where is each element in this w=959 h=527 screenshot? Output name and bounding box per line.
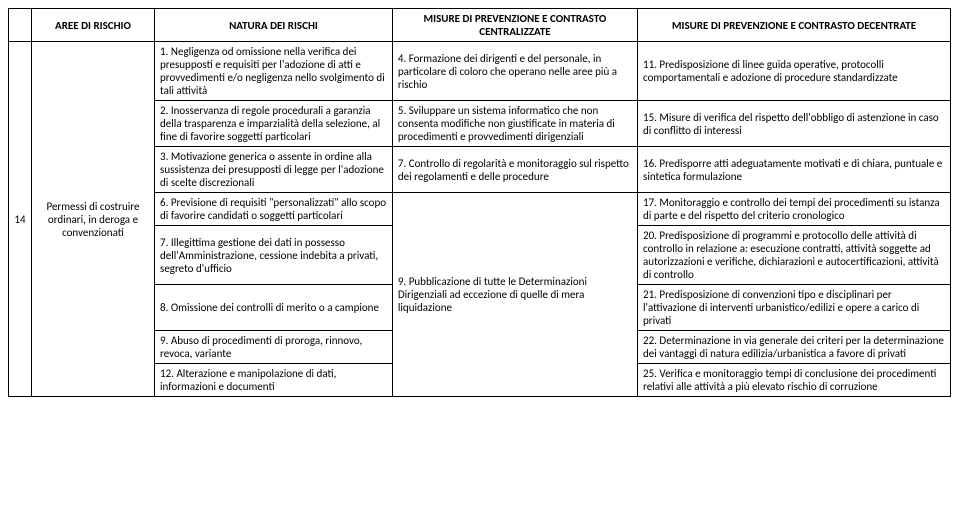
decent-cell: 11. Predisposizione di linee guida opera…	[638, 42, 951, 101]
natura-cell: 2. Inosservanza di regole procedurali a …	[155, 101, 393, 147]
natura-cell: 12. Alterazione e manipolazione di dati,…	[155, 364, 393, 397]
central-cell: 4. Formazione dei dirigenti e del person…	[392, 42, 637, 101]
header-aree: AREE DI RISCHIO	[31, 9, 154, 42]
central-cell: 9. Pubblicazione di tutte le Determinazi…	[392, 193, 637, 397]
decent-cell: 15. Misure di verifica del rispetto dell…	[638, 101, 951, 147]
natura-cell: 3. Motivazione generica o assente in ord…	[155, 147, 393, 193]
natura-cell: 9. Abuso di procedimenti di proroga, rin…	[155, 331, 393, 364]
header-empty	[9, 9, 32, 42]
natura-cell: 8. Omissione dei controlli di merito o a…	[155, 285, 393, 331]
central-cell: 5. Sviluppare un sistema informatico che…	[392, 101, 637, 147]
decent-cell: 20. Predisposizione di programmi e proto…	[638, 226, 951, 285]
row-number: 14	[9, 42, 32, 397]
header-decent: MISURE DI PREVENZIONE E CONTRASTO DECENT…	[638, 9, 951, 42]
decent-cell: 16. Predisporre atti adeguatamente motiv…	[638, 147, 951, 193]
natura-cell: 6. Previsione di requisiti "personalizza…	[155, 193, 393, 226]
decent-cell: 22. Determinazione in via generale dei c…	[638, 331, 951, 364]
header-row: AREE DI RISCHIO NATURA DEI RISCHI MISURE…	[9, 9, 951, 42]
table-row: 14 Permessi di costruire ordinari, in de…	[9, 42, 951, 101]
header-central: MISURE DI PREVENZIONE E CONTRASTO CENTRA…	[392, 9, 637, 42]
decent-cell: 17. Monitoraggio e controllo dei tempi d…	[638, 193, 951, 226]
decent-cell: 25. Verifica e monitoraggio tempi di con…	[638, 364, 951, 397]
decent-cell: 21. Predisposizione di convenzioni tipo …	[638, 285, 951, 331]
risk-table: AREE DI RISCHIO NATURA DEI RISCHI MISURE…	[8, 8, 951, 397]
header-natura: NATURA DEI RISCHI	[155, 9, 393, 42]
natura-cell: 7. Illegittima gestione dei dati in poss…	[155, 226, 393, 285]
central-cell: 7. Controllo di regolarità e monitoraggi…	[392, 147, 637, 193]
natura-cell: 1. Negligenza od omissione nella verific…	[155, 42, 393, 101]
area-cell: Permessi di costruire ordinari, in derog…	[31, 42, 154, 397]
